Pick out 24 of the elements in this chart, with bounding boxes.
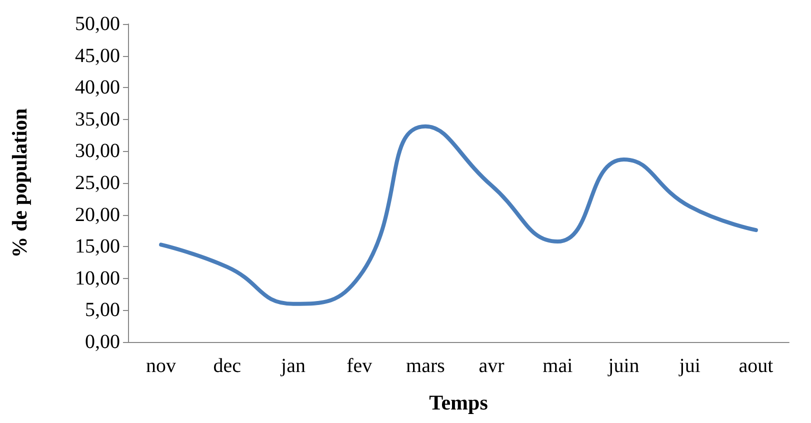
y-tick-label: 0,00 bbox=[85, 331, 120, 353]
x-tick-label: avr bbox=[478, 355, 505, 377]
y-tick-label: 35,00 bbox=[75, 108, 120, 130]
x-tick-label: mars bbox=[406, 355, 446, 377]
x-tick-label: jan bbox=[280, 355, 306, 377]
y-tick-label: 10,00 bbox=[75, 267, 120, 290]
x-tick-label: mai bbox=[542, 355, 574, 377]
x-axis-title: Temps bbox=[429, 390, 488, 414]
y-tick-label: 50,00 bbox=[75, 13, 120, 35]
y-tick-label: 25,00 bbox=[75, 172, 120, 194]
y-tick-label: 5,00 bbox=[85, 299, 120, 322]
line-series bbox=[159, 124, 758, 306]
y-axis-title: % de population bbox=[8, 108, 32, 258]
x-tick-label: juin bbox=[607, 355, 640, 377]
y-tick-label: 30,00 bbox=[75, 140, 120, 162]
y-tick-label: 45,00 bbox=[75, 44, 120, 67]
y-tick-label: 40,00 bbox=[75, 76, 120, 99]
x-tick-label: fev bbox=[346, 355, 372, 377]
y-tick-label: 15,00 bbox=[75, 236, 120, 258]
x-tick-label: nov bbox=[146, 355, 176, 377]
x-tick-label: dec bbox=[213, 355, 242, 377]
x-tick-label: aout bbox=[738, 355, 774, 377]
x-tick-label: jui bbox=[678, 355, 701, 377]
y-tick-label: 20,00 bbox=[75, 204, 120, 226]
